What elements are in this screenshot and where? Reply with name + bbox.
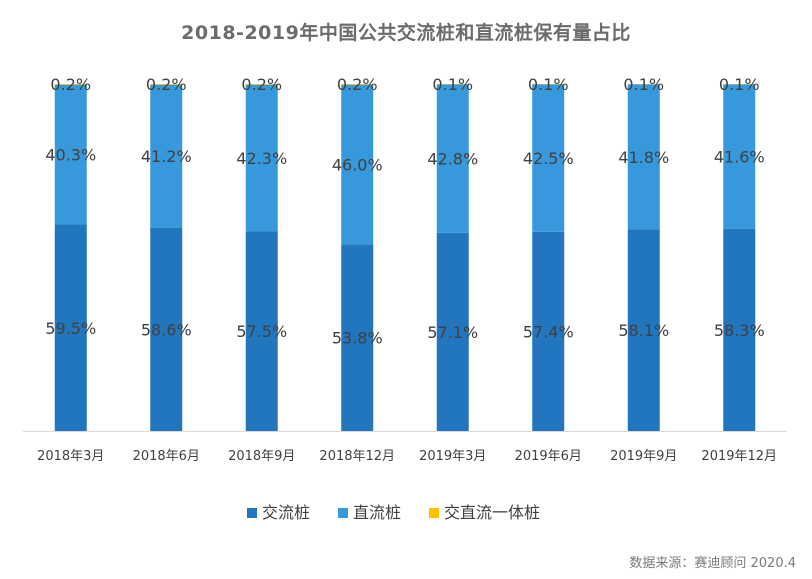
data-label-1-5: 57.1% <box>427 323 478 342</box>
bar-segment-1-5 <box>436 232 469 431</box>
data-label-2-2: 41.2% <box>141 147 192 166</box>
chart-title: 2018-2019年中国公共交流桩和直流桩保有量占比 <box>181 22 631 44</box>
data-label-2-1: 40.3% <box>45 146 96 165</box>
bar-segment-3-4 <box>341 84 374 85</box>
bar-segment-2-4 <box>341 84 374 245</box>
data-label-2-7: 41.8% <box>618 148 669 167</box>
legend-label-1: 交流桩 <box>262 503 310 522</box>
legend-label-2: 直流桩 <box>353 503 401 522</box>
x-tick-label-7: 2019年9月 <box>610 449 677 464</box>
x-tick-label-6: 2019年6月 <box>515 449 582 464</box>
bar-segment-1-1 <box>54 224 87 431</box>
bar-segment-3-3 <box>245 84 278 85</box>
bar-segment-1-4 <box>341 244 374 431</box>
bar-segment-1-6 <box>532 231 565 431</box>
bar-segment-2-5 <box>436 84 469 233</box>
bar-segment-2-2 <box>150 84 183 228</box>
data-label-2-6: 42.5% <box>523 149 574 168</box>
data-label-1-6: 57.4% <box>523 322 574 341</box>
bar-segment-3-1 <box>54 84 87 85</box>
data-label-1-2: 58.6% <box>141 320 192 339</box>
data-label-1-3: 57.5% <box>236 322 287 341</box>
source-note: 数据来源：赛迪顾问 2020.4 <box>629 556 796 571</box>
data-label-1-1: 59.5% <box>45 319 96 338</box>
bar-segment-2-7 <box>627 84 660 230</box>
data-label-2-4: 46.0% <box>332 156 383 175</box>
x-tick-label-8: 2019年12月 <box>701 449 777 464</box>
legend-swatch-2 <box>338 508 348 518</box>
data-label-2-8: 41.6% <box>714 148 765 167</box>
data-label-3-4: 0.2% <box>337 75 378 94</box>
legend-swatch-3 <box>429 508 439 518</box>
data-label-1-7: 58.1% <box>618 321 669 340</box>
data-label-3-5: 0.1% <box>432 75 473 94</box>
bar-segment-2-8 <box>723 84 756 229</box>
x-tick-label-3: 2018年9月 <box>228 449 295 464</box>
bar-segment-2-6 <box>532 84 565 232</box>
data-label-3-8: 0.1% <box>719 75 760 94</box>
data-label-3-3: 0.2% <box>241 75 282 94</box>
data-label-3-2: 0.2% <box>146 75 187 94</box>
bar-segment-1-2 <box>150 227 183 431</box>
bar-segment-1-3 <box>245 231 278 431</box>
bar-segment-3-2 <box>150 84 183 85</box>
legend-label-3: 交直流一体桩 <box>444 503 540 522</box>
bar-segment-1-7 <box>627 229 660 431</box>
bar-segment-2-1 <box>54 84 87 225</box>
legend-swatch-1 <box>247 508 257 518</box>
data-label-3-1: 0.2% <box>50 75 91 94</box>
data-label-3-6: 0.1% <box>528 75 569 94</box>
x-tick-label-2: 2018年6月 <box>133 449 200 464</box>
data-label-1-8: 58.3% <box>714 321 765 340</box>
data-label-3-7: 0.1% <box>623 75 664 94</box>
data-label-2-3: 42.3% <box>236 149 287 168</box>
x-tick-label-4: 2018年12月 <box>319 449 395 464</box>
bar-segment-1-8 <box>723 228 756 431</box>
x-tick-label-1: 2018年3月 <box>37 449 104 464</box>
data-label-1-4: 53.8% <box>332 329 383 348</box>
bar-segment-2-3 <box>245 84 278 232</box>
data-label-2-5: 42.8% <box>427 150 478 169</box>
x-tick-label-5: 2019年3月 <box>419 449 486 464</box>
